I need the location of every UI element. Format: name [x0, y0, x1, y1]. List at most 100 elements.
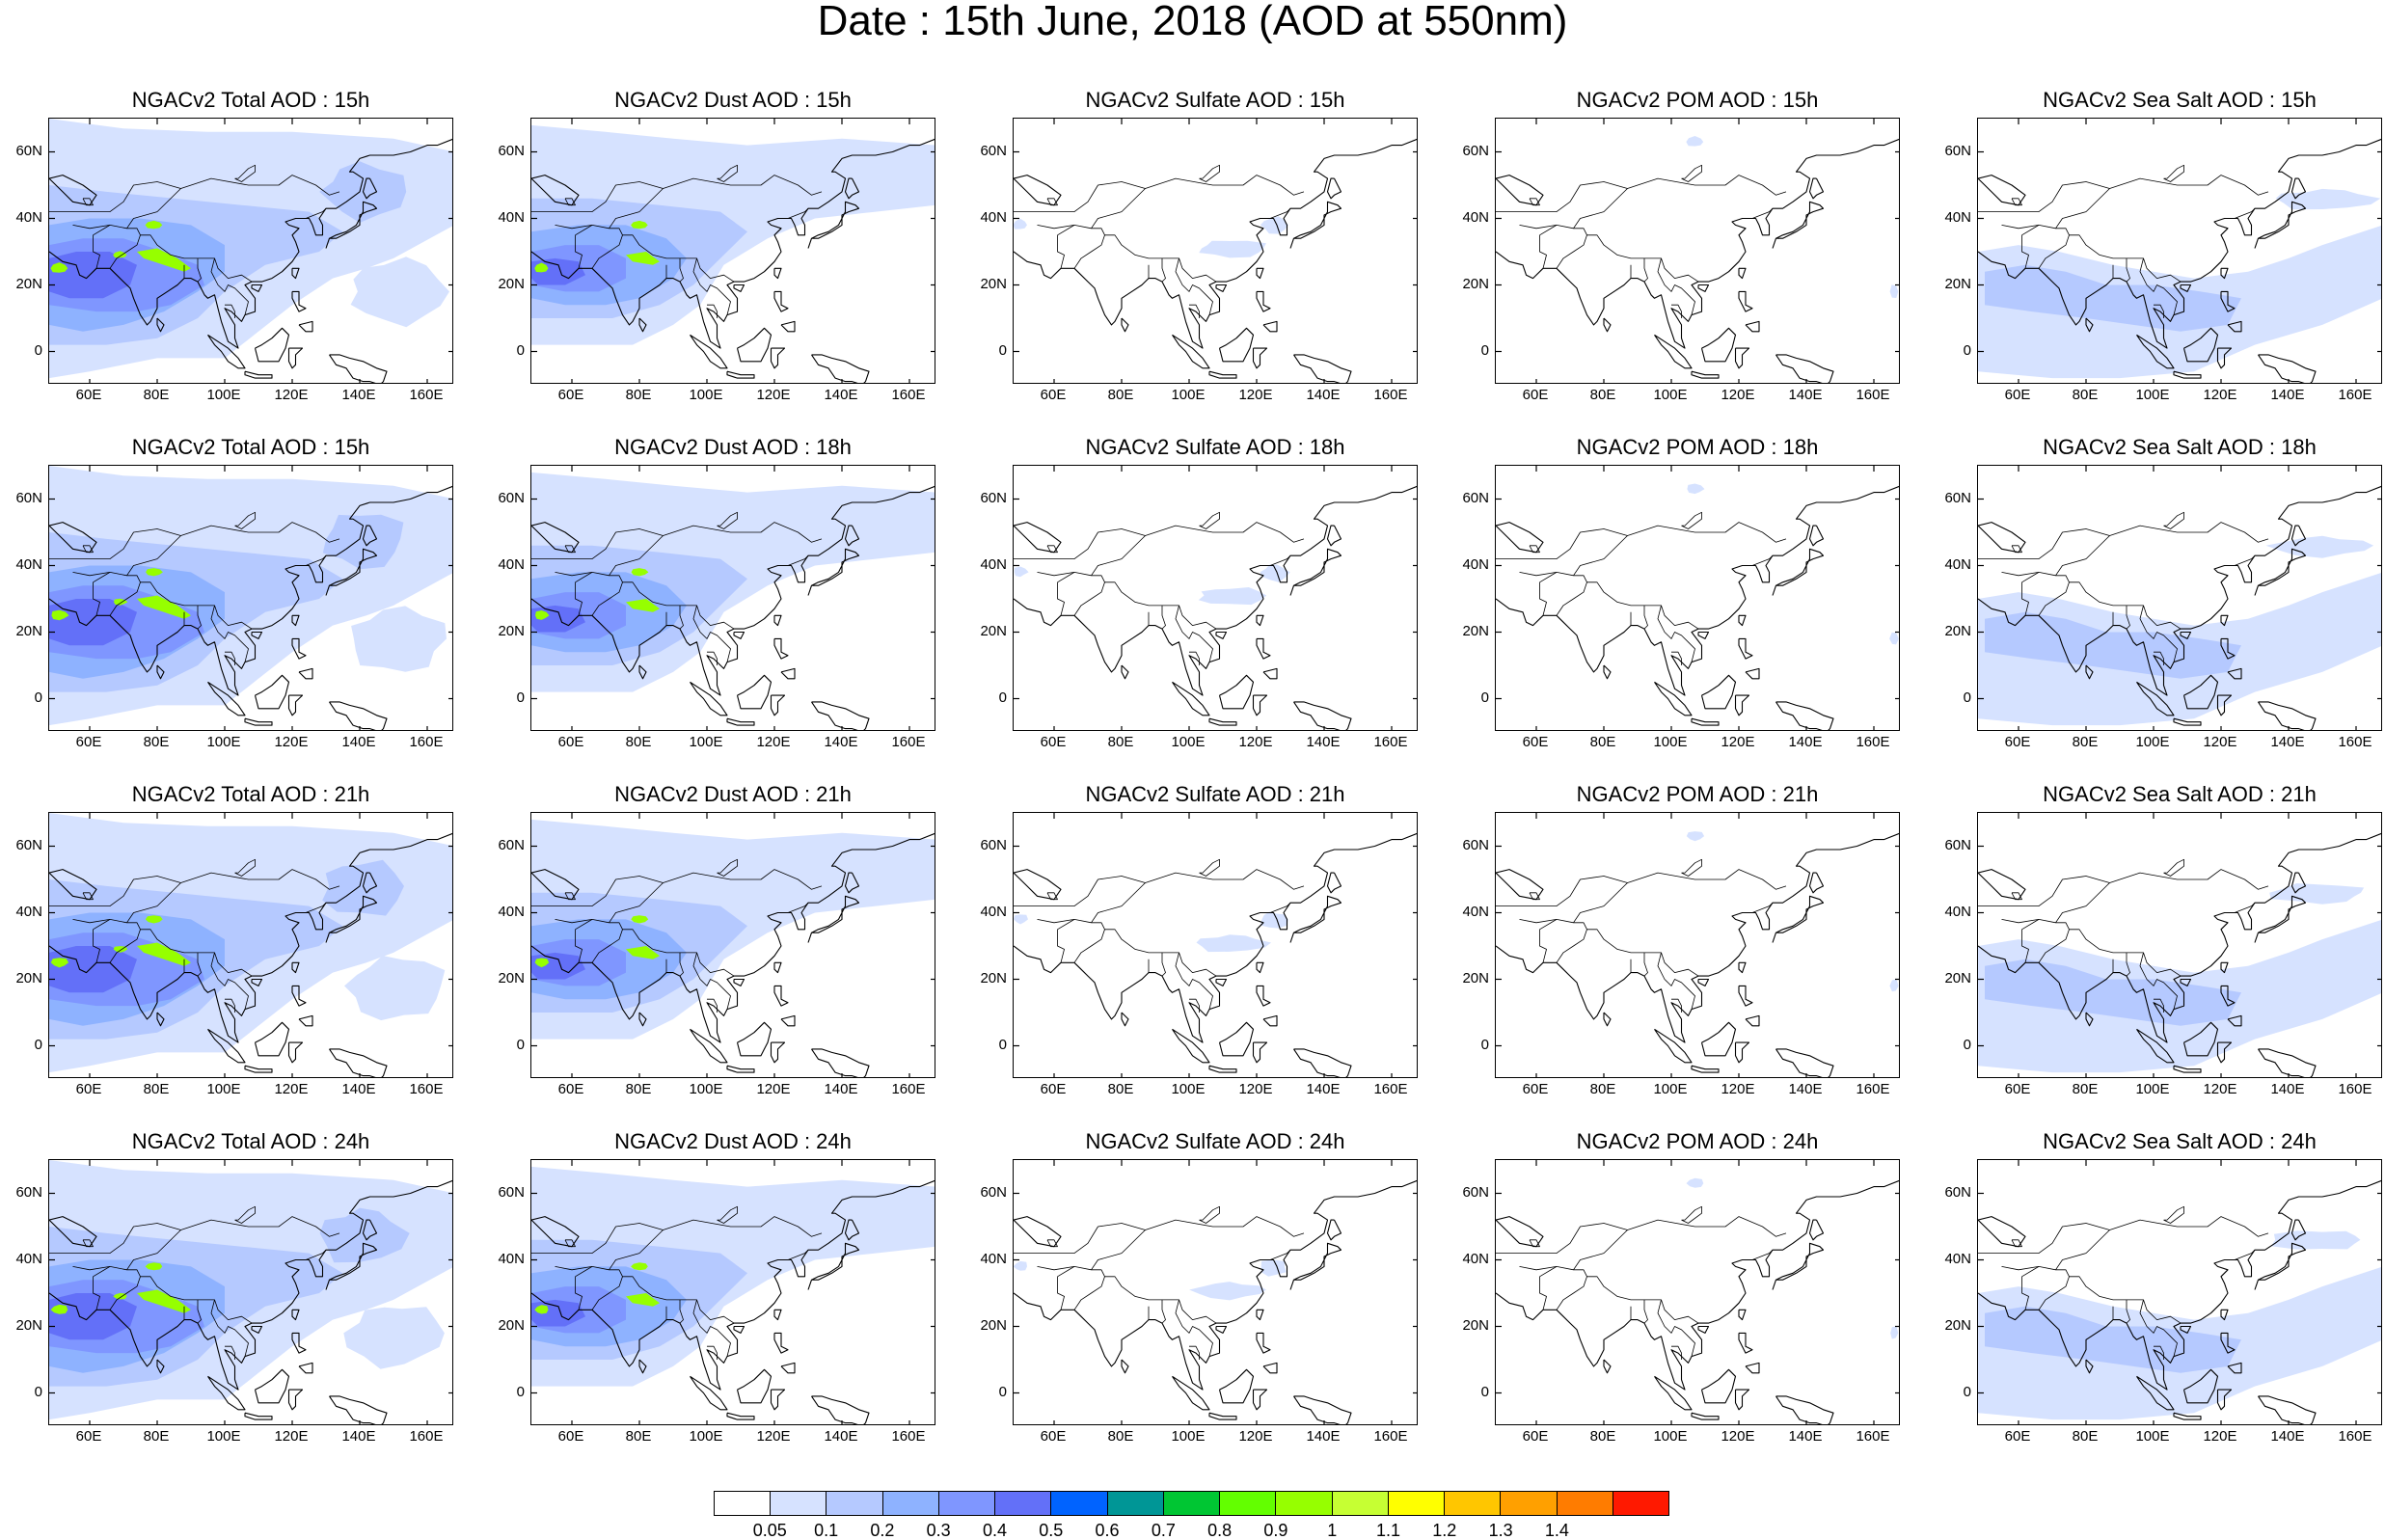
aod-field-map [1014, 119, 1417, 383]
lon-tick-label: 120E [2203, 387, 2237, 403]
coastline [770, 347, 786, 369]
country-border [1496, 181, 1628, 212]
country-border [1539, 572, 1699, 630]
coastline [1772, 548, 1825, 596]
coastline [1496, 138, 1899, 349]
country-border [1603, 869, 1787, 906]
coastline [1691, 370, 1720, 379]
lon-tick-label: 60E [75, 1081, 102, 1097]
country-border [692, 952, 731, 1010]
country-border [1269, 902, 1291, 913]
country-border [1073, 1276, 1105, 1310]
coastline [1808, 1219, 1825, 1241]
lat-tick-label: 60N [980, 142, 1007, 159]
country-border [1643, 952, 1648, 977]
lon-tick-label: 140E [341, 1081, 376, 1097]
lon-tick-label: 140E [1788, 1428, 1823, 1445]
lon-tick-label: 100E [206, 734, 241, 750]
coastline [325, 1242, 378, 1290]
coastline [1978, 175, 2026, 206]
coastline [1978, 485, 2381, 696]
coastline [325, 201, 378, 249]
lake-outline [234, 1205, 256, 1224]
country-border [555, 572, 593, 577]
coastline [287, 1041, 304, 1064]
aod-contour-region [137, 595, 191, 619]
lake-outline [1681, 858, 1702, 877]
lat-tick-label: 40N [1462, 903, 1489, 920]
coastline [690, 1375, 728, 1411]
country-border [93, 1276, 100, 1310]
lake-outline [1529, 198, 1540, 206]
panel-title: NGACv2 Sulfate AOD : 21h [1085, 782, 1345, 806]
coastline [2182, 674, 2219, 710]
lat-tick-label: 20N [15, 275, 42, 292]
country-border [2139, 1299, 2178, 1357]
lon-tick-label: 120E [756, 1081, 791, 1097]
lake-outline [82, 545, 94, 554]
aod-contour-region [534, 958, 550, 968]
lat-tick-label: 40N [498, 555, 525, 573]
country-border [72, 572, 111, 577]
map-panel-dust-21h: NGACv2 Dust AOD : 21h 60N 40N 20N 0 60E 80E 100… [482, 783, 935, 1111]
coastline [726, 717, 755, 726]
coastline [770, 1389, 786, 1411]
lon-tick-label: 140E [824, 734, 858, 750]
aod-contour-region [113, 1292, 127, 1300]
country-border [1539, 581, 1547, 616]
lon-tick-label: 80E [1589, 1081, 1616, 1097]
country-border [555, 919, 593, 924]
aod-contour-region [1014, 1260, 1027, 1271]
lon-tick-label: 80E [2072, 1428, 2099, 1445]
country-border [2126, 952, 2130, 977]
coastline [1738, 985, 1753, 1007]
lon-tick-label: 100E [1653, 1428, 1688, 1445]
coastline [2220, 614, 2229, 627]
coastline [1256, 637, 1271, 660]
lake-outline [717, 511, 738, 529]
coastline [1978, 1179, 2381, 1391]
aod-contour-region [1889, 284, 1899, 298]
country-border [1751, 554, 1774, 566]
country-border [2055, 905, 2087, 924]
country-border [591, 581, 623, 616]
country-border [1978, 181, 2110, 212]
coastline [156, 664, 165, 680]
coastline [773, 637, 789, 660]
coastline [1208, 717, 1237, 726]
lat-tick-label: 60N [1462, 836, 1489, 853]
coastline [2227, 1014, 2242, 1027]
coastline [1262, 1014, 1278, 1027]
colorbar-swatch [715, 1492, 772, 1515]
country-border [609, 211, 640, 230]
country-border [1091, 1253, 1123, 1271]
coastline [329, 1395, 388, 1424]
lat-tick-label: 40N [980, 903, 1007, 920]
panel-title: NGACv2 POM AOD : 15h [1576, 88, 1819, 112]
country-border [1014, 181, 1146, 212]
colorbar-swatch [1501, 1492, 1558, 1515]
country-border [1037, 1266, 1075, 1271]
coastline [49, 869, 97, 901]
coastline [2254, 895, 2307, 943]
lon-tick-label: 160E [1373, 387, 1408, 403]
lon-tick-label: 140E [1788, 1081, 1823, 1097]
coastline [2216, 347, 2233, 369]
country-border [210, 257, 249, 315]
lon-tick-label: 140E [2270, 734, 2305, 750]
country-border [1539, 225, 1699, 283]
coastline [291, 961, 300, 974]
aod-field-map [1978, 813, 2381, 1077]
lon-tick-label: 120E [756, 734, 791, 750]
lat-tick-label: 60N [1944, 142, 1971, 159]
lat-tick-label: 20N [15, 1316, 42, 1334]
coastline [1772, 895, 1825, 943]
lat-tick-label: 40N [1462, 1250, 1489, 1267]
coastline [1603, 1359, 1612, 1374]
map-plot-area [1495, 118, 1900, 384]
coastline [1738, 961, 1747, 974]
country-border [2154, 998, 2164, 1013]
country-border [2021, 1266, 2182, 1324]
lake-outline [1199, 164, 1220, 182]
coastline [770, 1041, 786, 1064]
